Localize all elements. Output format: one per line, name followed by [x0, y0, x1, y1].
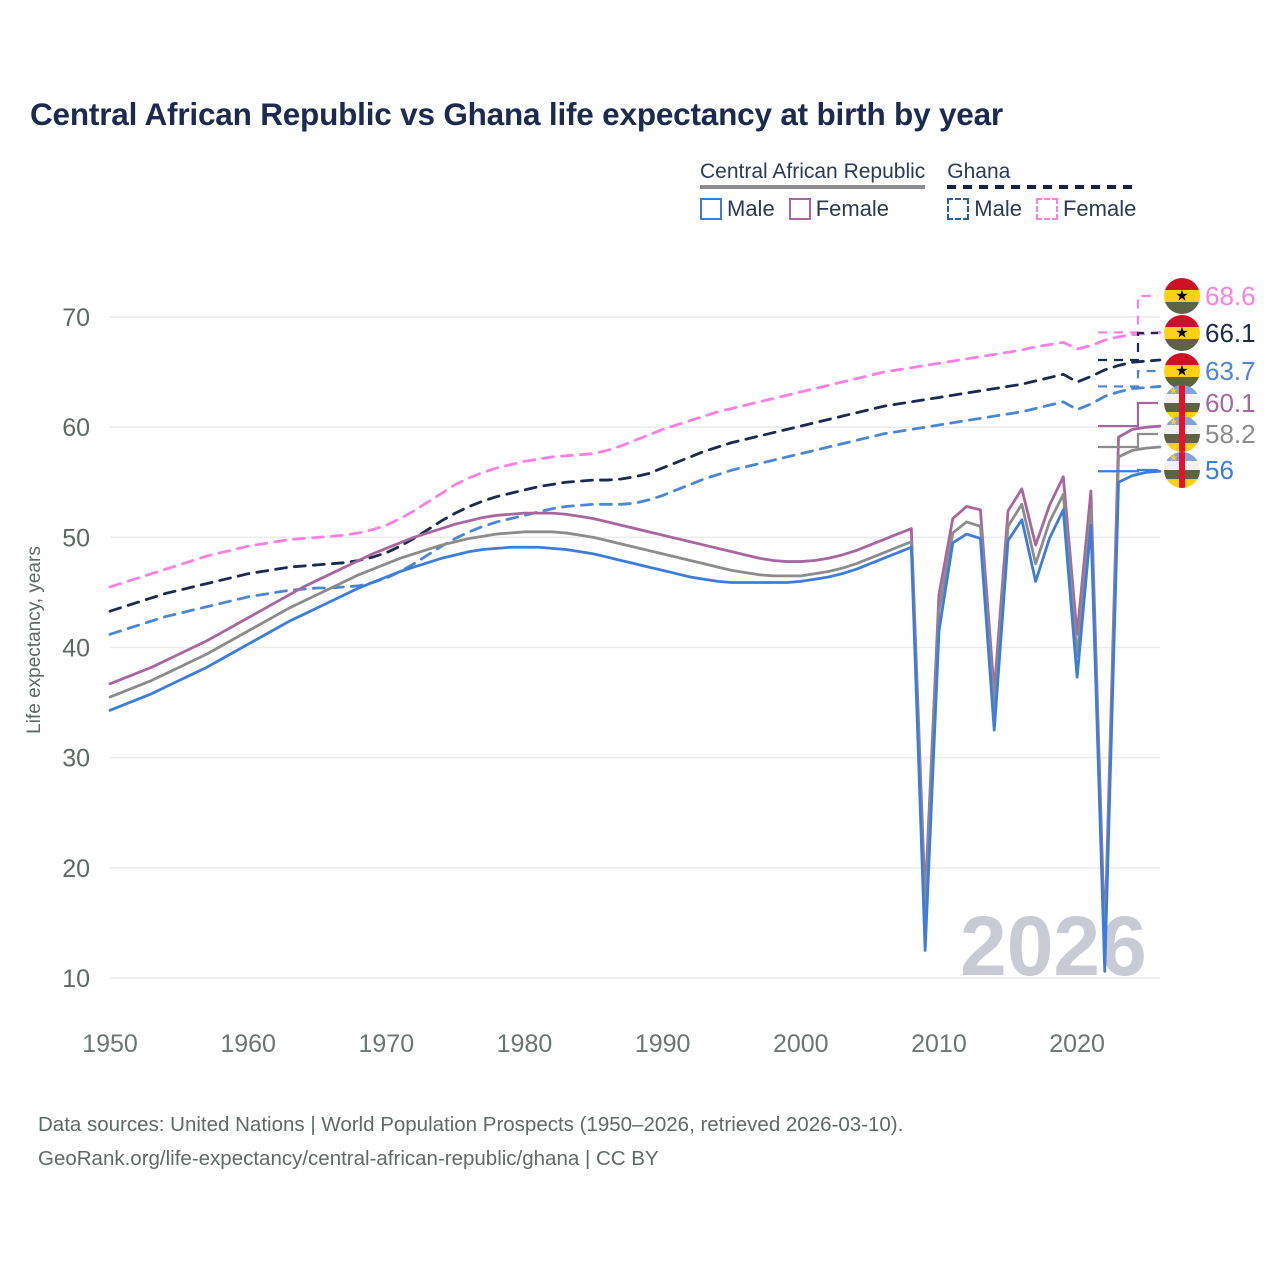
- x-axis-tick: 2010: [911, 1030, 967, 1058]
- series-line: [108, 358, 1162, 613]
- legend-item-ghana-female[interactable]: Female: [1035, 195, 1137, 222]
- ghana-flag-icon: ★: [1164, 353, 1200, 389]
- y-axis-title: Life expectancy, years: [24, 546, 45, 734]
- chart-legend: Central African Republic Male Female Gha…: [700, 160, 1137, 222]
- x-axis-tick: 1950: [82, 1030, 138, 1058]
- end-label-leader-line: [1098, 401, 1158, 428]
- legend-swatch-icon: [788, 197, 811, 220]
- x-axis-tick: 1960: [220, 1030, 276, 1058]
- y-axis-tick: 20: [62, 855, 90, 883]
- end-label-leader-line: [1098, 369, 1158, 388]
- y-axis-tick: 30: [62, 745, 90, 773]
- end-label-leader-line: [1098, 468, 1158, 473]
- legend-group-title-car: Central African Republic: [700, 160, 926, 183]
- end-label-value: 58.2: [1205, 418, 1256, 449]
- series-end-label: ★ 66.1: [1164, 313, 1256, 353]
- end-label-value: 56: [1205, 454, 1234, 485]
- series-end-label: ★ 56: [1164, 450, 1234, 490]
- footer-line-1: Data sources: United Nations | World Pop…: [38, 1113, 904, 1136]
- end-label-value: 66.1: [1205, 317, 1256, 348]
- legend-label: Female: [815, 195, 890, 221]
- footer-credits: Data sources: United Nations | World Pop…: [38, 1108, 903, 1176]
- legend-label: Female: [1062, 195, 1137, 221]
- car-flag-icon: ★: [1164, 416, 1200, 452]
- legend-item-ghana-male[interactable]: Male: [947, 196, 1022, 222]
- x-axis-tick: 1990: [635, 1030, 691, 1058]
- series-end-label: ★ 60.1: [1164, 383, 1256, 423]
- legend-swatch-icon: [700, 197, 722, 220]
- page-title: Central African Republic vs Ghana life e…: [30, 96, 1003, 132]
- year-watermark: 2026: [960, 899, 1147, 993]
- chart-gridlines: [110, 316, 1160, 979]
- series-line: [108, 469, 1162, 973]
- y-axis-tick-labels: 10 20 30 40 50 60 70: [62, 304, 90, 993]
- series-end-label: ★ 68.6: [1164, 276, 1256, 316]
- series-end-label: ★ 58.2: [1164, 414, 1256, 454]
- end-label-value: 68.6: [1205, 280, 1256, 311]
- y-axis-tick: 70: [62, 304, 90, 332]
- x-axis-tick: 2000: [773, 1030, 829, 1058]
- legend-rule-car: [700, 184, 926, 189]
- y-axis-tick: 50: [62, 524, 90, 552]
- series-line: [108, 424, 1162, 941]
- end-label-value: 63.7: [1205, 355, 1256, 386]
- legend-label: Male: [727, 195, 775, 221]
- x-axis-tick: 1980: [497, 1030, 553, 1058]
- series-end-label: ★ 63.7: [1164, 351, 1256, 391]
- y-axis-tick: 10: [62, 965, 90, 993]
- ghana-flag-icon: ★: [1164, 278, 1200, 314]
- end-label-leader-line: [1098, 432, 1158, 449]
- legend-rule-ghana: [947, 184, 1137, 189]
- series-line: [108, 445, 1162, 957]
- series-line: [108, 331, 1162, 589]
- end-label-value: 60.1: [1205, 387, 1256, 418]
- legend-swatch-icon: [947, 197, 970, 220]
- legend-item-car-female[interactable]: Female: [788, 195, 890, 222]
- series-line: [108, 385, 1162, 636]
- y-axis-tick: 40: [62, 635, 90, 663]
- legend-item-car-male[interactable]: Male: [700, 196, 775, 222]
- legend-label: Male: [974, 195, 1022, 221]
- footer-line-2[interactable]: GeoRank.org/life-expectancy/central-afri…: [38, 1146, 659, 1170]
- chart-series-lines: [108, 294, 1162, 973]
- legend-swatch-icon: [1035, 197, 1058, 220]
- x-axis-tick-labels: 1950 1960 1970 1980 1990 2000 2010 2020: [82, 1030, 1105, 1058]
- x-axis-tick: 1970: [359, 1030, 415, 1058]
- end-label-leader-line: [1098, 331, 1158, 362]
- legend-group-ghana: Ghana Male Female: [947, 160, 1137, 222]
- ghana-flag-icon: ★: [1164, 315, 1200, 351]
- y-axis-tick: 60: [62, 414, 90, 442]
- x-axis-tick: 2020: [1049, 1030, 1105, 1058]
- car-flag-icon: ★: [1164, 452, 1200, 488]
- end-label-leader-line: [1098, 294, 1158, 334]
- legend-group-title-ghana: Ghana: [947, 160, 1011, 183]
- legend-group-car: Central African Republic Male Female: [700, 160, 926, 222]
